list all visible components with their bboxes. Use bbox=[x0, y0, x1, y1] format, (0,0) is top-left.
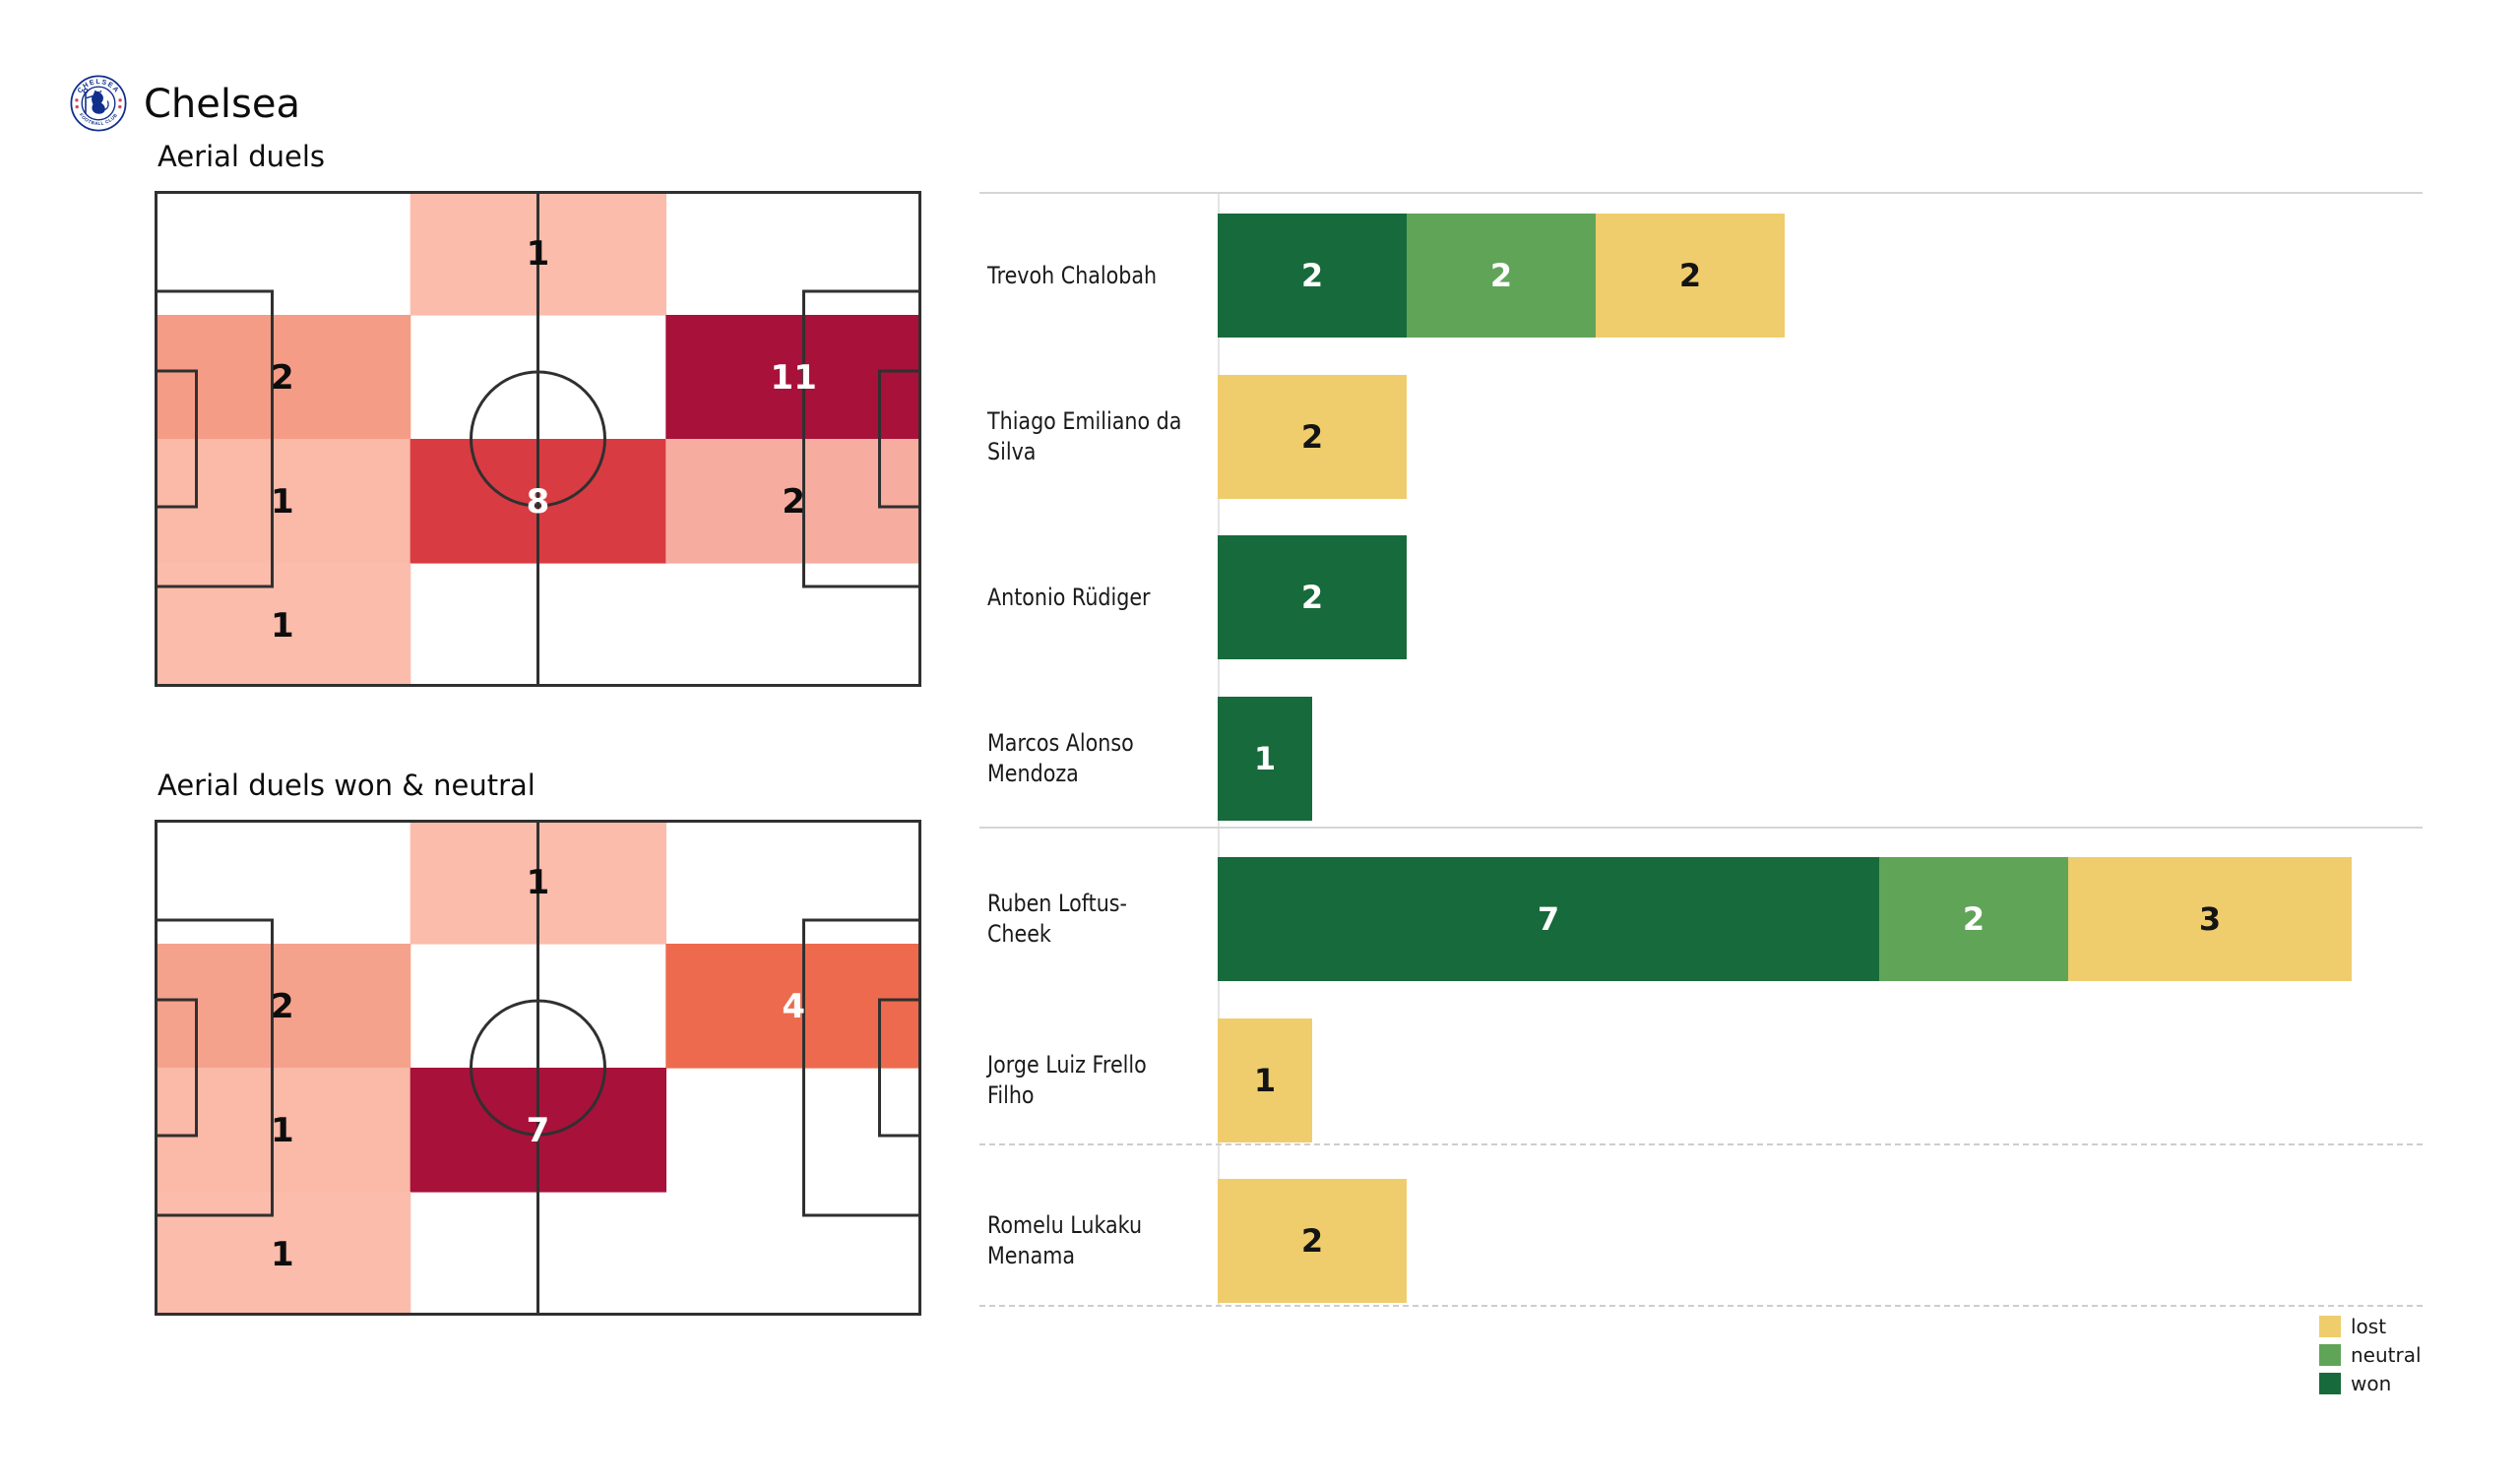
legend-swatch-won bbox=[2319, 1372, 2341, 1394]
heatmap-value-label: 2 bbox=[782, 482, 805, 522]
heatmap-value-label: 11 bbox=[771, 358, 817, 398]
centre-circle bbox=[470, 370, 606, 508]
bar-value-label: 1 bbox=[1253, 1061, 1277, 1099]
bar-value-label: 2 bbox=[1300, 257, 1324, 294]
bar-segment-neutral: 2 bbox=[1407, 214, 1596, 338]
heatmap-value-label: 7 bbox=[527, 1111, 550, 1150]
bar-value-label: 1 bbox=[1253, 739, 1277, 777]
bar-segment-won: 2 bbox=[1218, 535, 1407, 659]
bar-value-label: 2 bbox=[1489, 257, 1513, 294]
row-separator-line bbox=[979, 192, 2423, 194]
row-separator-line bbox=[979, 827, 2423, 829]
bar-value-label: 2 bbox=[1300, 417, 1324, 456]
bar-segment-neutral: 2 bbox=[1879, 857, 2068, 981]
player-name-label: Marcos Alonso Mendoza bbox=[987, 728, 1134, 787]
pitch-heatmap-aerial-duels: 1 2 11 1 8 2 1 bbox=[155, 191, 922, 688]
row-separator-line bbox=[979, 1305, 2423, 1307]
player-name-label: Antonio Rüdiger bbox=[987, 583, 1151, 611]
bar-segment-lost: 2 bbox=[1218, 1179, 1407, 1303]
lion-emblem bbox=[83, 88, 109, 114]
goal-area-left bbox=[155, 369, 198, 509]
goal-area-right bbox=[878, 369, 921, 509]
pitch-markings bbox=[155, 820, 921, 1316]
legend-label: neutral bbox=[2351, 1342, 2422, 1367]
bar-value-label: 3 bbox=[2198, 900, 2222, 938]
player-name-label: Romelu Lukaku Menama bbox=[987, 1211, 1143, 1269]
pitch-heatmap-aerial-duels-won-neutral: 1 2 4 1 7 1 bbox=[155, 820, 922, 1317]
pitch2-title: Aerial duels won & neutral bbox=[158, 769, 536, 802]
bar-segment-won: 2 bbox=[1218, 214, 1407, 338]
legend-swatch-neutral bbox=[2319, 1343, 2341, 1366]
bar-value-label: 2 bbox=[1962, 900, 1985, 938]
goal-area-right bbox=[878, 998, 921, 1138]
chelsea-crest-logo: CHELSEA FOOTBALL CLUB bbox=[70, 75, 127, 132]
player-name-label: Jorge Luiz Frello Filho bbox=[987, 1050, 1147, 1109]
heatmap-value-label: 1 bbox=[527, 863, 550, 902]
pitch-svg: 12 111 8 21 bbox=[155, 191, 922, 688]
heatmap-value-label: 1 bbox=[271, 1111, 294, 1150]
heatmap-cell bbox=[155, 1192, 411, 1317]
heatmap-value-label: 1 bbox=[527, 234, 550, 274]
legend-item: lost bbox=[2319, 1312, 2422, 1340]
legend-label: won bbox=[2351, 1371, 2392, 1395]
bar-segment-lost: 3 bbox=[2068, 857, 2352, 981]
bar-segment-won: 7 bbox=[1218, 857, 1879, 981]
bar-segment-won: 1 bbox=[1218, 696, 1312, 821]
row-separator-line bbox=[979, 1143, 2423, 1145]
heatmap-cell bbox=[155, 563, 411, 688]
bar-segment-lost: 1 bbox=[1218, 1018, 1312, 1142]
bar-value-label: 2 bbox=[1300, 1222, 1324, 1260]
legend-swatch-lost bbox=[2319, 1315, 2341, 1337]
pitch1-title: Aerial duels bbox=[158, 140, 325, 173]
legend-label: lost bbox=[2351, 1314, 2387, 1338]
pitch-svg: 1 2 4 1 7 1 bbox=[155, 820, 922, 1317]
heatmap-value-label: 2 bbox=[271, 987, 294, 1026]
bar-value-label: 7 bbox=[1537, 900, 1560, 938]
bar-value-label: 2 bbox=[1300, 579, 1324, 616]
heatmap-value-label: 8 bbox=[527, 482, 550, 522]
heatmap-value-label: 1 bbox=[271, 1235, 294, 1274]
pitch-markings bbox=[155, 191, 921, 687]
legend-item: neutral bbox=[2319, 1340, 2422, 1369]
bar-segment-lost: 2 bbox=[1596, 214, 1785, 338]
player-name-label: Thiago Emiliano da Silva bbox=[987, 406, 1182, 465]
bar-value-label: 2 bbox=[1678, 257, 1702, 294]
goal-area-left bbox=[155, 998, 198, 1138]
centre-circle bbox=[470, 999, 606, 1137]
heatmap-value-label: 1 bbox=[271, 482, 294, 522]
aerial-duels-bar-chart: Trevoh Chalobah 2 2 2 Thiago Emiliano da Sil… bbox=[979, 192, 2423, 1307]
legend-item: won bbox=[2319, 1369, 2422, 1397]
heatmap-value-label: 1 bbox=[271, 606, 294, 646]
team-title: Chelsea bbox=[144, 82, 300, 127]
bar-segment-lost: 2 bbox=[1218, 374, 1407, 499]
player-name-label: Trevoh Chalobah bbox=[987, 261, 1158, 289]
chart-legend: lost neutral won bbox=[2319, 1312, 2422, 1397]
heatmap-value-label: 2 bbox=[271, 358, 294, 398]
heatmap-value-label: 4 bbox=[782, 987, 805, 1026]
crest-red-dots bbox=[75, 98, 122, 109]
player-name-label: Ruben Loftus-Cheek bbox=[987, 890, 1127, 948]
